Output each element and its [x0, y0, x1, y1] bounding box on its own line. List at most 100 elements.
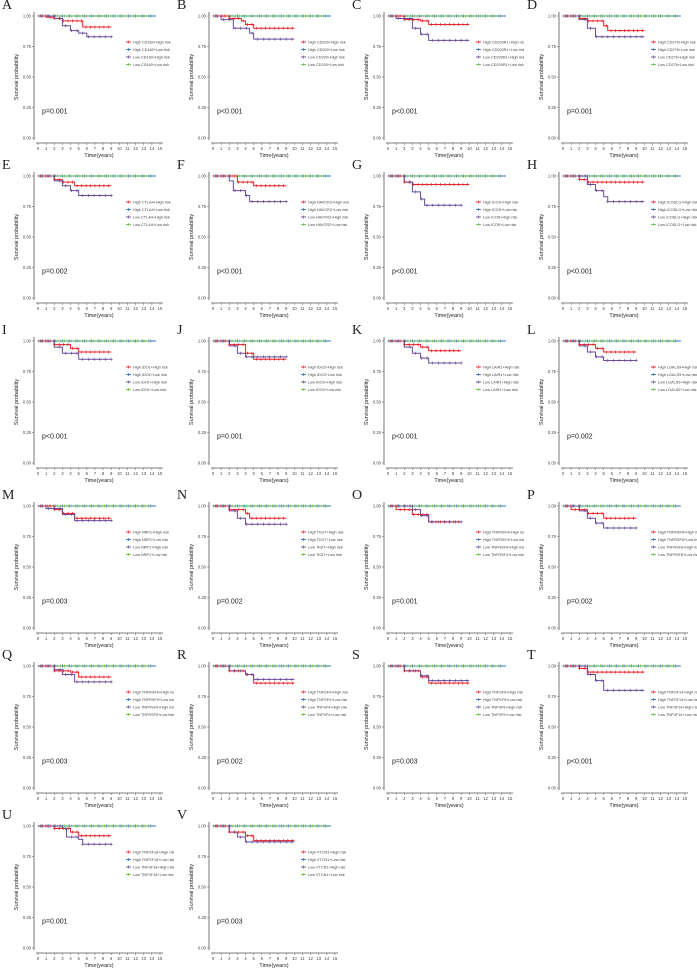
legend-label: Low HAVCR2+Low risk	[308, 223, 347, 227]
x-axis-label: Time(years)	[84, 313, 113, 319]
high-high-censor-mark	[591, 19, 595, 23]
legend-label: Low TNFRSF8+High risk	[658, 545, 697, 549]
panel-letter: D	[527, 0, 538, 13]
low-high-censor-mark	[589, 516, 593, 520]
low-low-censor-mark	[606, 174, 610, 178]
low-low-censor-mark	[300, 339, 304, 343]
low-low-censor-mark	[245, 174, 249, 178]
low-high-censor-mark	[454, 679, 458, 683]
low-high-censor-mark	[256, 355, 260, 359]
x-tick-label: 11	[125, 636, 130, 641]
low-low-censor-mark	[77, 174, 81, 178]
low-high-censor-mark	[594, 355, 598, 359]
low-low-censor-mark	[427, 504, 431, 508]
x-tick-label: 1	[395, 146, 398, 151]
low-high-censor-mark	[611, 526, 615, 530]
x-tick-label: 14	[500, 796, 505, 801]
x-tick-label: 13	[666, 796, 671, 801]
high-high-censor-mark	[277, 26, 281, 30]
low-high-censor-mark	[69, 189, 73, 193]
low-low-censor-mark	[595, 14, 599, 18]
low-low-censor-mark	[59, 664, 63, 668]
x-tick-label: 10	[117, 796, 122, 801]
low-high-censor-mark	[436, 520, 440, 524]
low-high-censor-mark	[290, 840, 294, 844]
curve-high-high-risk	[213, 505, 287, 519]
low-high-censor-mark	[69, 673, 73, 677]
low-high-censor-mark	[98, 842, 102, 846]
curve-high-high-risk	[38, 175, 112, 187]
low-low-censor-mark	[467, 339, 471, 343]
high-high-censor-mark	[84, 25, 88, 29]
x-tick-label: 2	[228, 956, 231, 961]
x-tick-label: 0	[562, 796, 565, 801]
panel-letter: R	[177, 648, 187, 663]
low-low-censor-mark	[125, 339, 129, 343]
low-low-censor-mark	[471, 174, 475, 178]
x-tick-label: 1	[45, 636, 48, 641]
low-low-censor-mark	[110, 174, 114, 178]
low-high-censor-mark	[69, 29, 73, 33]
low-high-censor-mark	[577, 174, 581, 178]
low-low-censor-mark	[307, 339, 311, 343]
curve-high-high-risk	[563, 505, 637, 519]
y-tick-label: 0.25	[548, 595, 557, 600]
low-low-censor-mark	[300, 174, 304, 178]
x-tick-label: 11	[475, 471, 480, 476]
low-low-censor-mark	[416, 14, 420, 18]
low-low-censor-mark	[252, 824, 256, 828]
x-tick-label: 4	[244, 796, 247, 801]
high-high-censor-mark	[425, 183, 429, 187]
high-high-censor-mark	[412, 343, 416, 347]
low-high-censor-mark	[442, 520, 446, 524]
high-high-censor-mark	[281, 357, 285, 361]
low-high-censor-mark	[442, 38, 446, 42]
high-high-censor-mark	[97, 675, 101, 679]
high-high-censor-mark	[622, 670, 626, 674]
high-high-censor-mark	[403, 508, 407, 512]
low-high-censor-mark	[81, 31, 85, 35]
low-low-censor-mark	[132, 504, 136, 508]
y-tick-label: 0.75	[23, 534, 32, 539]
x-tick-label: 5	[252, 471, 255, 476]
low-low-censor-mark	[114, 339, 118, 343]
x-tick-label: 13	[316, 796, 321, 801]
y-tick-label: 0.50	[198, 235, 207, 240]
km-plot: 0.000.250.500.751.000 1 2 3 4 5 6 7 8 9 10 11 12 13 14…	[364, 502, 524, 649]
high-high-censor-mark	[281, 839, 285, 843]
low-low-censor-mark	[639, 14, 643, 18]
curve-low-high-risk	[38, 825, 112, 845]
low-low-censor-mark	[606, 339, 610, 343]
low-low-censor-mark	[143, 664, 147, 668]
low-high-censor-mark	[58, 668, 62, 672]
low-low-censor-mark	[296, 504, 300, 508]
high-high-censor-mark	[627, 180, 631, 184]
y-tick-label: 0.00	[23, 136, 32, 141]
x-tick-label: 6	[86, 956, 89, 961]
low-low-censor-mark	[77, 14, 81, 18]
high-high-censor-mark	[407, 508, 411, 512]
y-tick-label: 0.75	[373, 44, 382, 49]
high-high-censor-mark	[398, 14, 402, 18]
x-tick-label: 8	[277, 471, 280, 476]
low-high-censor-mark	[58, 16, 62, 20]
low-low-censor-mark	[77, 664, 81, 668]
low-low-censor-mark	[409, 14, 413, 18]
high-high-censor-mark	[456, 520, 460, 524]
high-high-censor-mark	[259, 681, 263, 685]
low-low-censor-mark	[241, 824, 245, 828]
low-high-censor-mark	[408, 669, 412, 673]
x-tick-label: 5	[77, 306, 80, 311]
low-low-censor-mark	[274, 504, 278, 508]
low-low-censor-mark	[114, 664, 118, 668]
high-high-censor-mark	[631, 516, 635, 520]
high-high-censor-mark	[618, 516, 622, 520]
low-low-censor-mark	[467, 14, 471, 18]
x-tick-label: 15	[158, 956, 163, 961]
legend-label: Low CTLA4+High risk	[133, 215, 170, 219]
x-axis-label: Time(years)	[84, 643, 113, 649]
low-high-censor-mark	[227, 174, 231, 178]
low-low-censor-mark	[420, 664, 424, 668]
low-low-censor-mark	[136, 504, 140, 508]
low-low-censor-mark	[628, 339, 632, 343]
